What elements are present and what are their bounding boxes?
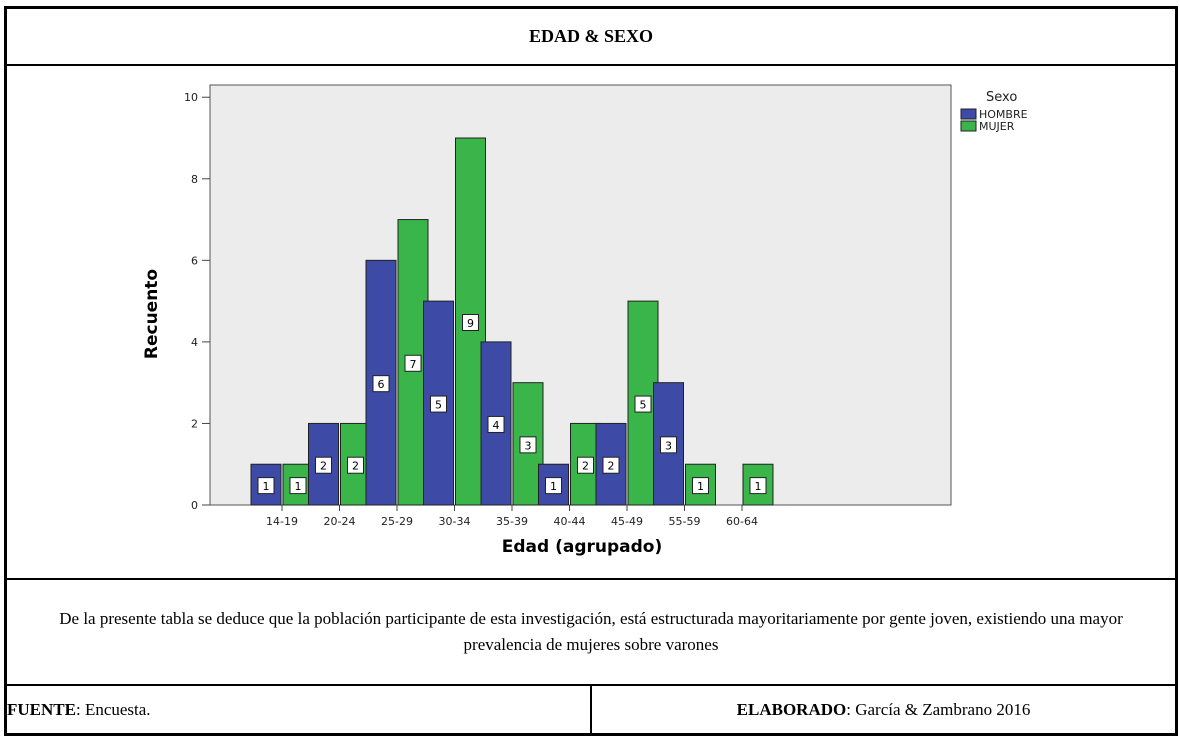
data-label: 9 [467,317,474,330]
data-label-box [634,395,652,413]
data-label: 6 [378,378,385,391]
data-label: 5 [435,399,442,412]
report-frame: EDAD & SEXO 0 2 4 6 8 10 14-19 1 1 20-24 2 2 25-29 6 7… [4,6,1178,736]
y-tick-label: 4 [191,336,198,349]
y-tick-label: 2 [191,417,198,430]
data-label: 1 [697,480,704,493]
data-label-box [430,395,447,413]
data-label-box [749,477,767,495]
y-tick-label: 10 [184,91,198,104]
x-tick-label: 40-44 [554,515,586,528]
x-tick-label: 20-24 [324,515,356,528]
x-tick-label: 60-64 [726,515,758,528]
author-cell: ELABORADO: García & Zambrano 2016 [592,686,1175,733]
x-tick-label: 35-39 [496,515,528,528]
data-label: 7 [410,358,417,371]
author-label: ELABORADO [736,699,847,719]
y-tick-label: 8 [191,173,198,186]
author-value: : García & Zambrano 2016 [846,699,1031,719]
x-tick-label: 30-34 [439,515,471,528]
bar-chart: 0 2 4 6 8 10 14-19 1 1 20-24 2 2 25-29 6 7 30-34 5 9 35-39… [142,84,1028,557]
bar-mujer [742,463,774,506]
data-label: 1 [263,480,270,493]
source-label: FUENTE [7,699,76,719]
x-axis-label: Edad (agrupado) [502,537,663,557]
y-tick-label: 0 [191,499,198,512]
legend-swatch-hombre [960,108,977,120]
data-label: 1 [295,480,302,493]
description: De la presente tabla se deduce que la po… [7,580,1175,686]
x-tick-label: 25-29 [381,515,413,528]
legend-label-mujer: MUJER [979,120,1015,133]
data-label: 3 [665,439,672,452]
chart-panel: 0 2 4 6 8 10 14-19 1 1 20-24 2 2 25-29 6 7 30-34 5 9 35-39… [7,66,1175,580]
x-tick-label: 14-19 [266,515,298,528]
data-label-box [577,456,594,474]
y-axis-label: Recuento [142,269,162,359]
data-label-box [257,477,275,495]
x-tick-label: 55-59 [669,515,701,528]
y-tick-label: 6 [191,254,198,267]
data-label-box [692,477,709,495]
source-value: : Encuesta. [75,699,151,719]
data-label-box [602,456,620,474]
source-cell: FUENTE: Encuesta. [7,686,592,733]
data-label-box [487,415,505,433]
footer: FUENTE: Encuesta. ELABORADO: García & Za… [7,686,1175,733]
data-label: 2 [608,460,615,473]
data-label-box [545,477,562,495]
data-label: 1 [755,480,762,493]
data-label-box [372,375,390,393]
legend-title: Sexo [986,90,1017,105]
x-tick-label: 45-49 [611,515,643,528]
data-label-box [660,436,677,454]
data-label: 2 [320,460,327,473]
bar-hombre [365,259,397,506]
legend-label-hombre: HOMBRE [979,108,1028,121]
data-label: 2 [582,460,589,473]
data-label-box [289,477,307,495]
data-label: 2 [352,460,359,473]
data-label: 1 [550,480,557,493]
data-label-box [315,456,332,474]
data-label-box [462,314,479,332]
data-label-box [404,354,422,372]
legend-swatch-mujer [960,120,977,132]
data-label-box [519,436,537,454]
table-title: EDAD & SEXO [7,9,1175,66]
data-label-box [347,456,364,474]
data-label: 5 [640,399,647,412]
data-label: 3 [525,439,532,452]
data-label: 4 [493,419,500,432]
